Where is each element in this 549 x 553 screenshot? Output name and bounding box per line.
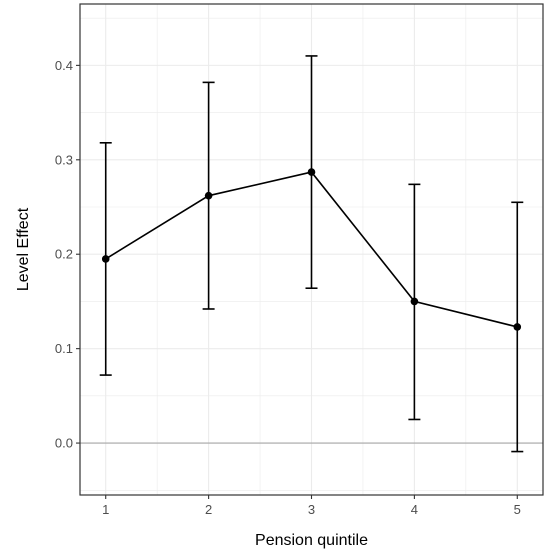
- y-tick-label: 0.4: [55, 58, 73, 73]
- x-axis-title: Pension quintile: [255, 532, 368, 549]
- y-tick-label: 0.0: [55, 436, 73, 451]
- data-point: [307, 168, 316, 176]
- x-tick-label: 4: [411, 502, 418, 517]
- y-axis-title: Level Effect: [15, 207, 32, 291]
- data-points: [101, 168, 522, 331]
- data-point: [101, 255, 110, 263]
- x-tick-label: 3: [308, 502, 315, 517]
- y-tick-label: 0.2: [55, 247, 73, 262]
- y-axis-ticks: 0.0 0.1 0.2 0.3 0.4: [55, 58, 80, 451]
- data-point: [410, 297, 419, 306]
- data-point: [513, 323, 522, 331]
- data-point: [204, 191, 213, 200]
- x-tick-label: 1: [102, 502, 109, 517]
- x-tick-label: 5: [514, 502, 521, 517]
- y-tick-label: 0.3: [55, 152, 73, 167]
- y-tick-label: 0.1: [55, 341, 73, 356]
- x-tick-label: 2: [205, 502, 212, 517]
- x-axis-ticks: 1 2 3 4 5: [102, 495, 521, 517]
